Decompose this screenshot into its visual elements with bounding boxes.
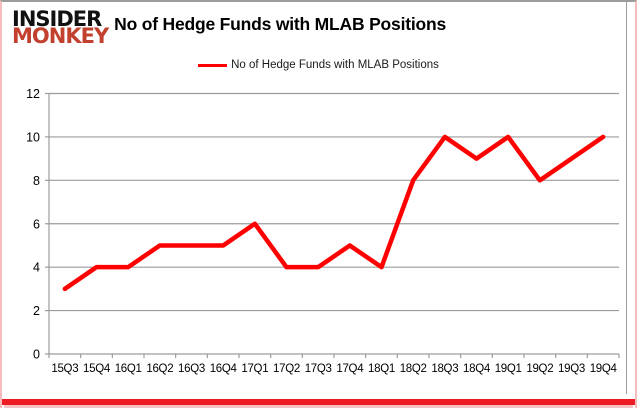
frame-bottom-red-bar xyxy=(2,399,635,405)
y-tick-label: 6 xyxy=(33,217,40,231)
x-tick-label: 19Q2 xyxy=(526,363,553,375)
chart-header: INSIDER MONKEY No of Hedge Funds with ML… xyxy=(12,7,447,49)
x-tick-label: 17Q1 xyxy=(241,363,268,375)
series-line-no-of-hedge-funds-with-mlab-positions xyxy=(62,134,606,292)
x-tick-label: 16Q3 xyxy=(178,363,205,375)
legend-line-swatch xyxy=(198,63,228,67)
x-tick-label: 16Q2 xyxy=(146,363,173,375)
x-tick-label: 17Q4 xyxy=(336,363,364,375)
insider-monkey-logo: INSIDER MONKEY xyxy=(12,7,109,49)
frame-bottom-shadow xyxy=(4,405,633,408)
chart-title: No of Hedge Funds with MLAB Positions xyxy=(114,14,447,34)
logo-line2: MONKEY xyxy=(12,24,109,49)
legend-label: No of Hedge Funds with MLAB Positions xyxy=(231,59,439,71)
y-tick-label: 12 xyxy=(26,87,40,101)
x-tick-label: 15Q4 xyxy=(83,363,111,375)
x-tick-label: 17Q3 xyxy=(305,363,332,375)
x-tick-label: 17Q2 xyxy=(273,363,300,375)
x-tick-label: 18Q2 xyxy=(400,363,427,375)
y-tick-label: 2 xyxy=(33,304,40,318)
x-tick-label: 18Q3 xyxy=(431,363,458,375)
y-tick-label: 4 xyxy=(33,261,40,275)
x-tick-label: 19Q3 xyxy=(558,363,585,375)
y-tick-label: 10 xyxy=(26,130,40,144)
x-tick-label: 19Q1 xyxy=(495,363,522,375)
logo-line1: INSIDER xyxy=(12,7,102,31)
x-tick-label: 16Q4 xyxy=(210,363,238,375)
x-tick-label: 18Q4 xyxy=(463,363,491,375)
chart-right-border xyxy=(626,2,627,394)
legend: No of Hedge Funds with MLAB Positions xyxy=(2,59,635,71)
x-tick-label: 18Q1 xyxy=(368,363,395,375)
x-tick-label: 19Q4 xyxy=(590,363,618,375)
x-tick-label: 15Q3 xyxy=(51,363,78,375)
x-tick-label: 16Q1 xyxy=(115,363,142,375)
y-tick-label: 0 xyxy=(33,348,40,362)
y-tick-label: 8 xyxy=(33,174,40,188)
